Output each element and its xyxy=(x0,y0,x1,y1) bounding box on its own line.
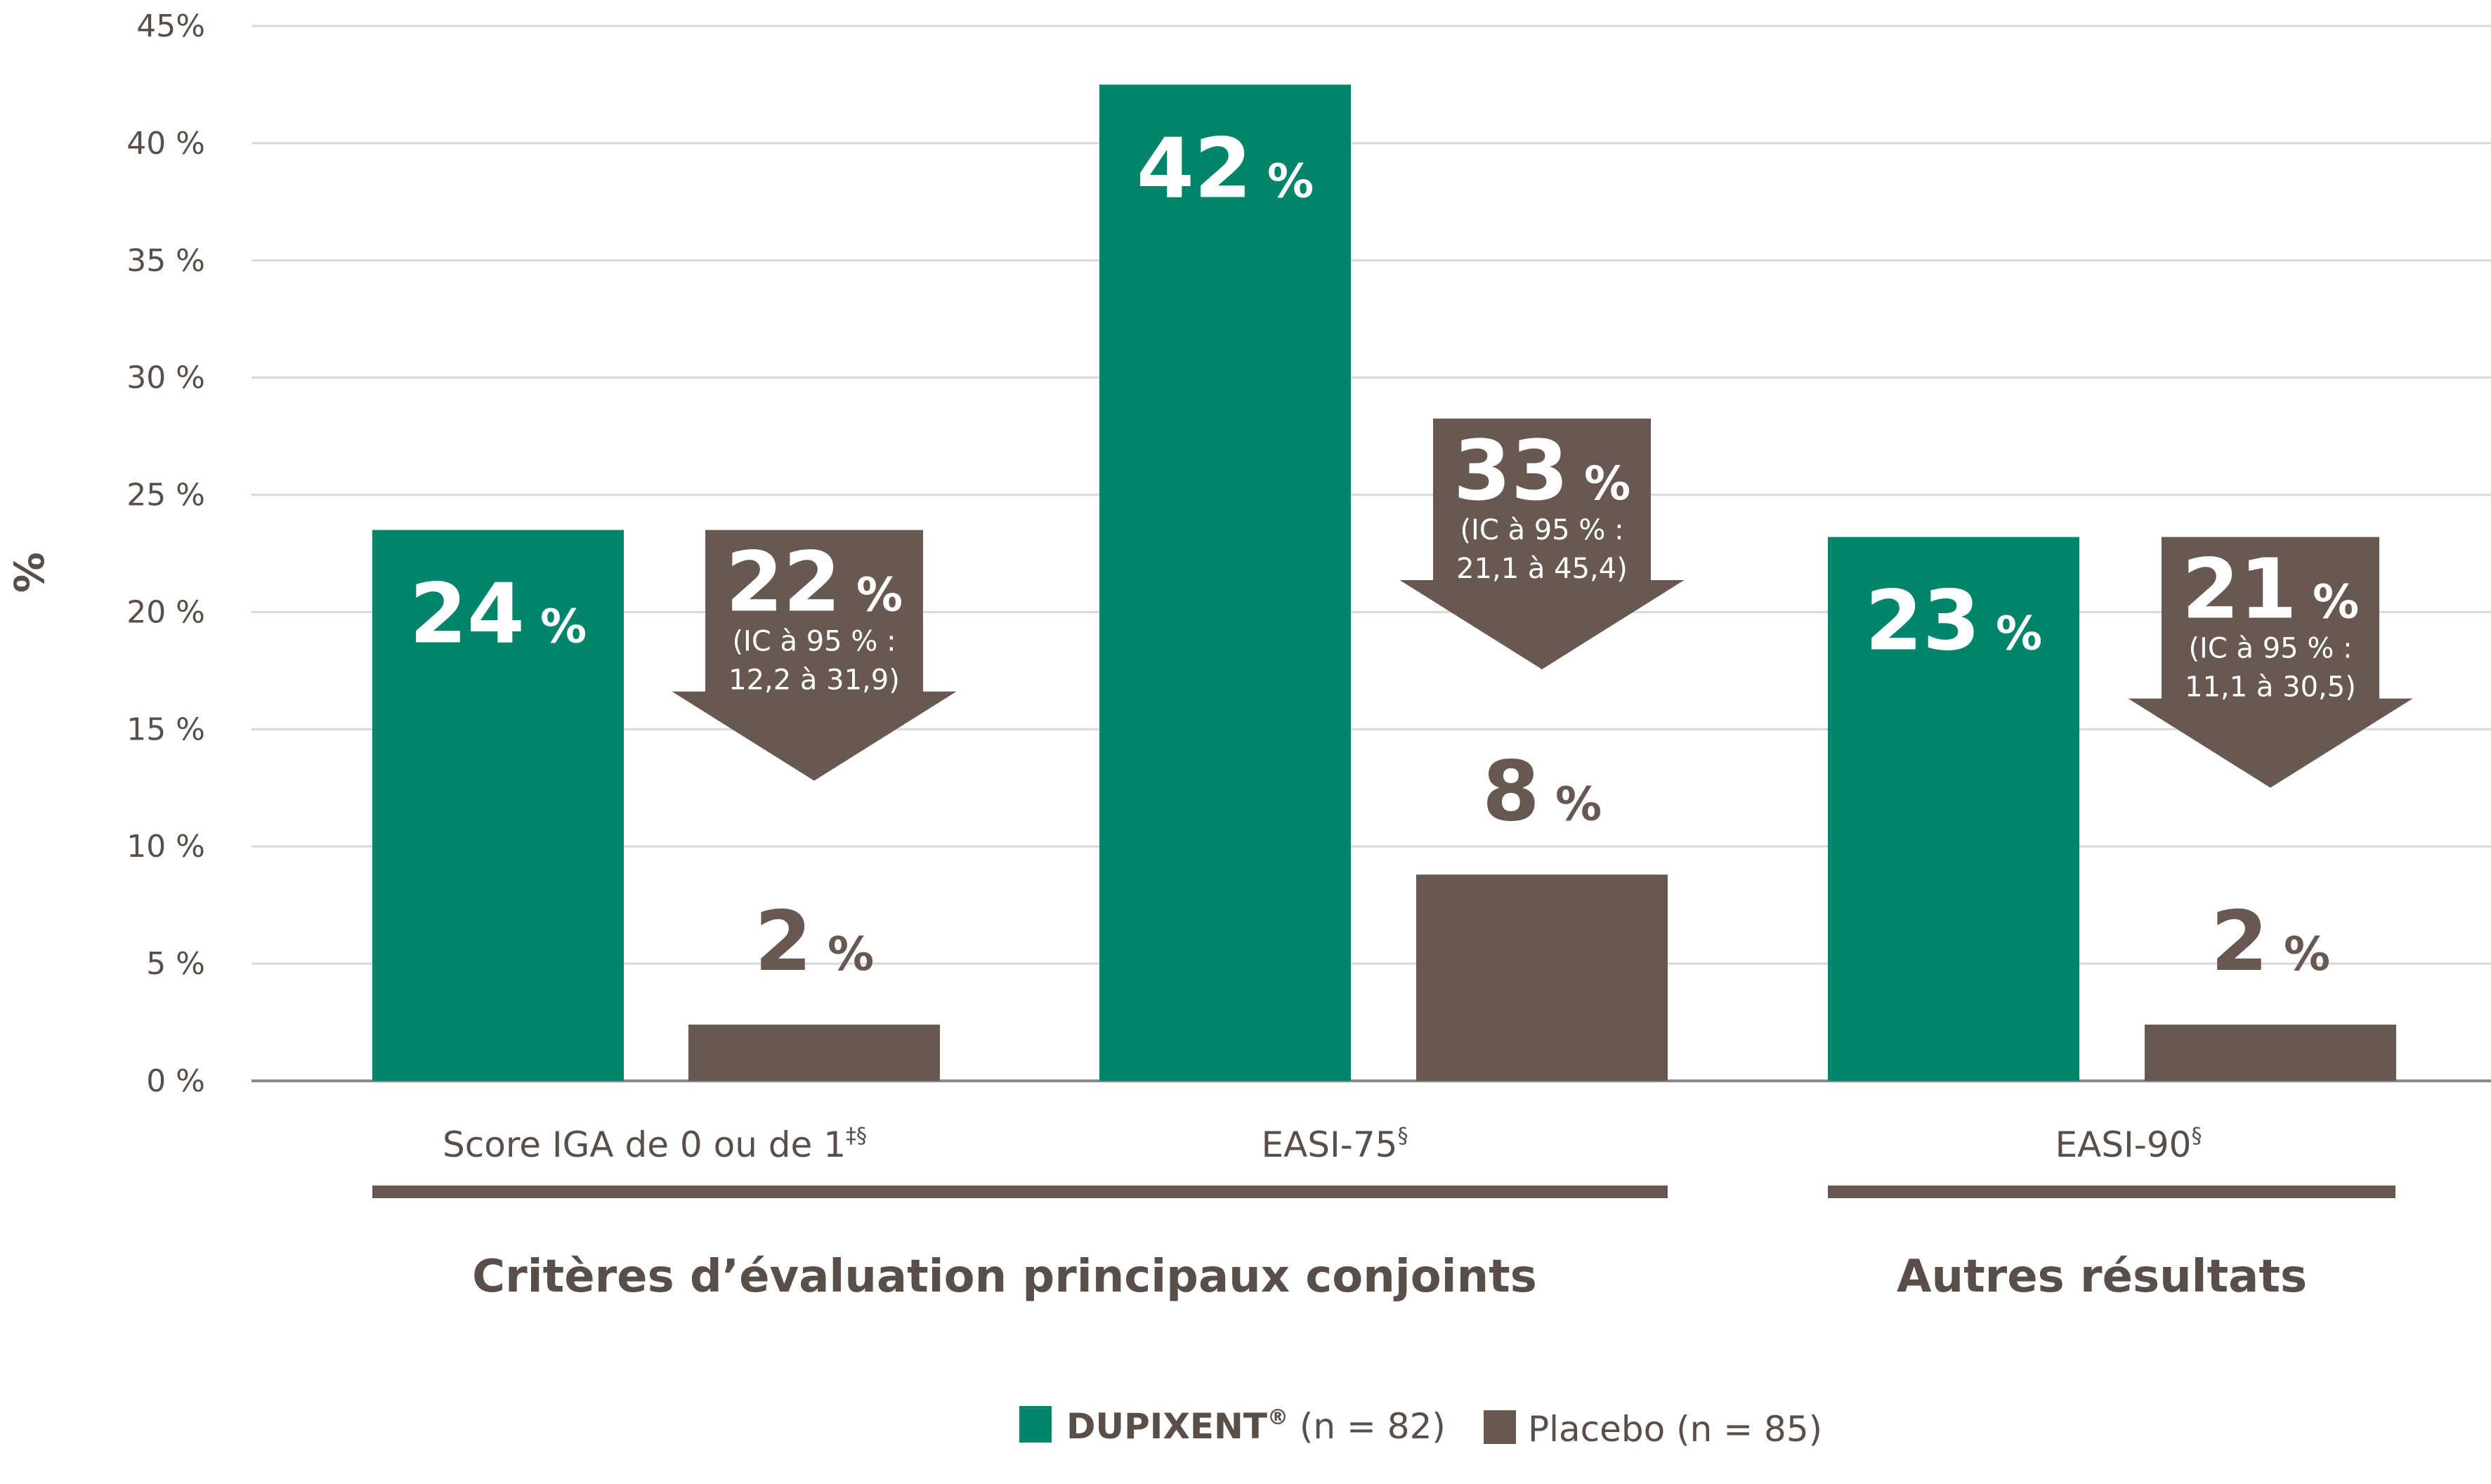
placebo-value-label: 8% xyxy=(1482,742,1602,839)
difference-arrow xyxy=(672,530,957,781)
group-brackets: Critères d’évaluation principaux conjoin… xyxy=(372,1186,2395,1303)
y-tick-label: 20 % xyxy=(126,594,205,630)
group-label: Autres résultats xyxy=(1897,1251,2307,1303)
legend: DUPIXENT® (n = 82) Placebo (n = 85) xyxy=(1019,1405,1822,1450)
legend-label-dupixent: DUPIXENT® (n = 82) xyxy=(1066,1405,1446,1447)
difference-value-label: 21% xyxy=(2182,541,2359,638)
group-label: Critères d’évaluation principaux conjoin… xyxy=(472,1251,1537,1303)
placebo-value-label: 2% xyxy=(2211,893,2330,990)
difference-arrow xyxy=(2128,537,2413,788)
ci-label: 11,1 à 30,5) xyxy=(2185,671,2356,704)
placebo-bar xyxy=(688,1024,940,1081)
dupixent-bar xyxy=(1828,537,2079,1081)
ci-label: (IC à 95 % : xyxy=(732,626,896,658)
placebo-value-label: 2% xyxy=(754,893,874,990)
placebo-bar xyxy=(1416,874,1668,1081)
y-tick-label: 10 % xyxy=(126,829,205,865)
grid-lines xyxy=(251,25,2491,1082)
group-bracket xyxy=(372,1186,1668,1198)
y-tick-label: 15 % xyxy=(126,711,205,747)
dupixent-value-label: 24% xyxy=(410,565,587,662)
dupixent-bar xyxy=(372,530,624,1081)
ci-label: (IC à 95 % : xyxy=(2188,633,2352,665)
ci-label: 21,1 à 45,4) xyxy=(1456,553,1628,585)
difference-arrow xyxy=(1399,419,1685,669)
legend-label-placebo: Placebo (n = 85) xyxy=(1528,1409,1822,1450)
y-tick-label: 25 % xyxy=(126,478,205,513)
legend-swatch-placebo xyxy=(1484,1410,1516,1444)
y-tick-label: 5 % xyxy=(146,946,205,982)
ci-label: 12,2 à 31,9) xyxy=(728,664,900,697)
placebo-bar xyxy=(2145,1024,2396,1081)
difference-arrows: 22 %(IC à 95 % :12,2 à 31,9)33 %(IC à 95 %… xyxy=(672,419,2413,788)
y-tick-label: 0 % xyxy=(146,1063,205,1099)
category-label: EASI-75§ xyxy=(1262,1124,1408,1165)
ci-label: (IC à 95 % : xyxy=(1460,514,1623,546)
group-bracket xyxy=(1828,1186,2395,1198)
category-labels: Score IGA de 0 ou de 1‡§ EASI-75§ EASI-90§ xyxy=(443,1124,2202,1165)
y-tick-label: 30 % xyxy=(126,360,205,396)
category-label: EASI-90§ xyxy=(2055,1124,2202,1165)
legend-swatch-dupixent xyxy=(1019,1406,1052,1443)
y-tick-label: 45% xyxy=(136,8,205,44)
dupixent-value-label: 23% xyxy=(1865,572,2042,669)
y-tick-label: 40 % xyxy=(126,126,205,162)
dupixent-bar xyxy=(1099,84,1351,1081)
y-axis-ticks: 0 % 5 % 10 % 15 % 20 % 25 % 30 % 35 % 40 % 45% xyxy=(126,8,205,1099)
dupixent-value-label: 42% xyxy=(1137,119,1314,216)
y-tick-label: 35 % xyxy=(126,243,205,279)
difference-value-label: 22% xyxy=(726,534,903,631)
difference-value-label: 33% xyxy=(1453,422,1630,519)
bars: 24 % 42 % 23 % 2 % 8 % 2% xyxy=(372,84,2396,1081)
y-axis-label: % xyxy=(6,552,53,593)
category-label: Score IGA de 0 ou de 1‡§ xyxy=(443,1124,867,1165)
